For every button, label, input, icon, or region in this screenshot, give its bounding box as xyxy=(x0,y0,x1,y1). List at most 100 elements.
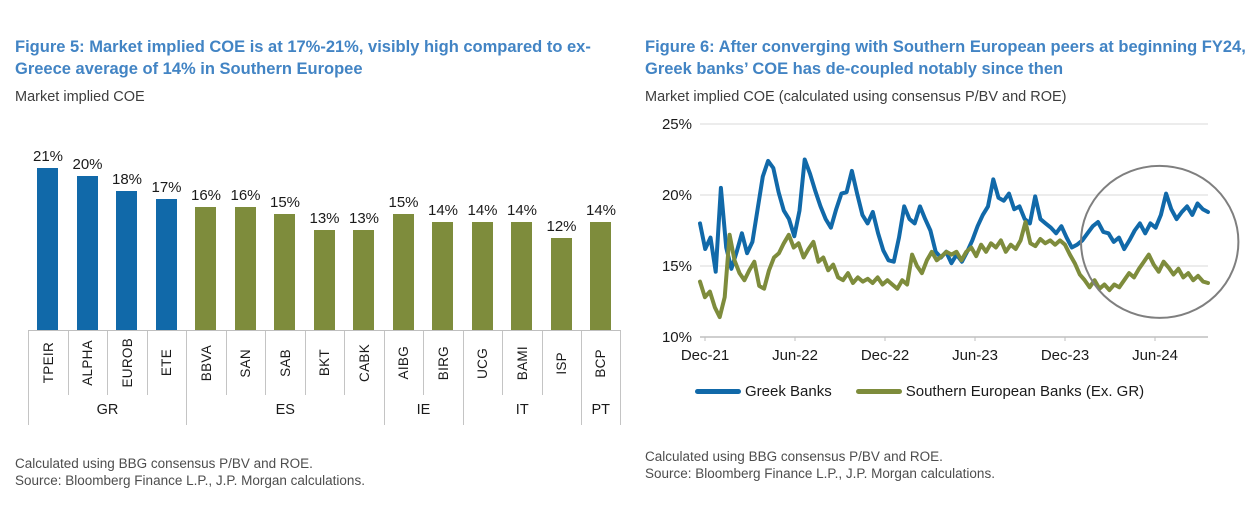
x-tick-label: Jun-23 xyxy=(952,347,998,364)
legend-item-southern-european-banks: Southern European Banks (Ex. GR) xyxy=(855,383,1145,400)
coe-bar-chart: 21% 20% 18% 17% 16% 16% 15% 13% 13% 15% 14% 14% 14% 1… xyxy=(28,140,621,425)
bar-eurob xyxy=(116,191,137,330)
category-label: ETE xyxy=(159,349,175,377)
category-label: BAMI xyxy=(514,345,530,381)
category-cell-alpha: ALPHA xyxy=(67,331,108,395)
bar-aibg xyxy=(392,214,414,330)
category-label: BKT xyxy=(317,349,333,377)
bar-column: 15% xyxy=(265,140,305,330)
bar-value-label: 18% xyxy=(111,171,143,188)
bar-sab xyxy=(274,214,295,330)
x-tick-label: Jun-22 xyxy=(772,347,818,364)
category-cell-cabk: CABK xyxy=(344,331,384,395)
bar-column: 12% xyxy=(542,140,582,330)
figure6-footnotes: Calculated using BBG consensus P/BV and … xyxy=(645,448,1251,482)
bar-tpeir xyxy=(37,168,58,330)
figure6-footnote-method: Calculated using BBG consensus P/BV and … xyxy=(645,449,943,464)
category-cell-birg: BIRG xyxy=(423,331,463,395)
category-label: EUROB xyxy=(119,338,135,388)
category-label: BIRG xyxy=(435,345,451,381)
figure5-subtitle: Market implied COE xyxy=(15,89,145,105)
figure5-footnotes: Calculated using BBG consensus P/BV and … xyxy=(15,455,621,489)
bar-value-label: 21% xyxy=(32,148,64,165)
category-label: CABK xyxy=(356,344,372,382)
category-cell-aibg: AIBG xyxy=(383,331,424,395)
category-label: SAB xyxy=(277,349,293,377)
legend-label-greek-banks: Greek Banks xyxy=(745,383,832,400)
category-label: ALPHA xyxy=(80,340,96,386)
category-cell-ete: ETE xyxy=(146,331,187,395)
figure5-footnote-method: Calculated using BBG consensus P/BV and … xyxy=(15,456,313,471)
bar-bbva xyxy=(195,207,216,330)
category-label: TPEIR xyxy=(40,342,56,384)
bar-value-label: 15% xyxy=(388,194,419,211)
group-label-ie: IE xyxy=(383,395,463,425)
bar-column: 20% xyxy=(68,140,108,330)
bar-value-label: 13% xyxy=(348,210,380,227)
bar-value-label: 14% xyxy=(585,202,617,219)
coe-line-chart: 10% 15% 20% 25% Dec-21 Jun-22 Dec-22 Jun-23 Dec-… xyxy=(662,119,1240,364)
bar-value-label: 15% xyxy=(269,194,301,211)
figure6-footnote-source: Source: Bloomberg Finance L.P., J.P. Mor… xyxy=(645,466,995,481)
category-cell-ucg: UCG xyxy=(462,331,503,395)
bar-value-label: 16% xyxy=(190,187,222,204)
figure6-panel: Figure 6: After converging with Southern… xyxy=(645,36,1251,489)
bar-column: 21% xyxy=(28,140,68,330)
bar-value-label: 12% xyxy=(546,218,577,235)
legend-label-southern-european-banks: Southern European Banks (Ex. GR) xyxy=(905,383,1145,400)
figure5-footnote-source: Source: Bloomberg Finance L.P., J.P. Mor… xyxy=(15,473,365,488)
category-label: UCG xyxy=(475,347,491,379)
bar-value-label: 14% xyxy=(427,202,459,219)
y-tick-label: 25% xyxy=(662,119,692,133)
x-tick-label: Dec-22 xyxy=(861,347,909,364)
southern-european-banks-line-swatch-icon xyxy=(855,389,902,394)
series-line-greek-banks xyxy=(698,157,1210,274)
category-label: BCP xyxy=(593,348,609,378)
category-cell-bcp: BCP xyxy=(581,331,621,395)
category-label: SAN xyxy=(238,348,254,378)
bar-value-label: 17% xyxy=(151,179,182,196)
bar-cabk xyxy=(353,230,374,330)
category-cell-sab: SAB xyxy=(265,331,305,395)
group-label-it: IT xyxy=(462,395,582,425)
bar-column: 14% xyxy=(463,140,503,330)
bar-alpha xyxy=(76,176,98,330)
bar-column: 16% xyxy=(186,140,226,330)
bar-value-label: 14% xyxy=(467,202,498,219)
y-tick-label: 15% xyxy=(662,258,692,275)
bar-column: 14% xyxy=(581,140,621,330)
category-cell-isp: ISP xyxy=(541,331,582,395)
bar-value-label: 14% xyxy=(506,202,538,219)
category-label: ISP xyxy=(554,351,570,375)
bar-birg xyxy=(432,222,453,330)
bar-column: 17% xyxy=(147,140,187,330)
greek-banks-line-swatch-icon xyxy=(695,389,741,394)
group-label-gr: GR xyxy=(28,395,186,425)
y-tick-label: 10% xyxy=(662,329,692,346)
bar-column: 15% xyxy=(384,140,424,330)
category-cell-tpeir: TPEIR xyxy=(28,331,68,395)
bar-isp xyxy=(550,238,572,330)
report-figures-row: Figure 5: Market implied COE is at 17%-2… xyxy=(15,36,1251,489)
series-line-southern-european-banks xyxy=(698,220,1210,320)
bar-column: 14% xyxy=(502,140,542,330)
bar-chart-plot-area: 21% 20% 18% 17% 16% 16% 15% 13% 13% 15% 14% 14% 14% 1… xyxy=(28,140,621,330)
category-cell-eurob: EUROB xyxy=(107,331,147,395)
decoupling-highlight-circle xyxy=(1080,164,1240,319)
figure5-title: Figure 5: Market implied COE is at 17%-2… xyxy=(15,38,591,78)
x-tick-label: Dec-21 xyxy=(681,347,729,364)
bar-column: 13% xyxy=(305,140,345,330)
category-cell-bami: BAMI xyxy=(502,331,542,395)
category-cell-bbva: BBVA xyxy=(186,331,226,395)
figure6-title: Figure 6: After converging with Southern… xyxy=(645,38,1246,78)
x-tick-label: Dec-23 xyxy=(1041,347,1089,364)
y-tick-label: 20% xyxy=(662,187,692,204)
bar-bami xyxy=(511,222,532,330)
bar-chart-group-axis: GR ES IE IT PT xyxy=(28,395,621,425)
category-label: AIBG xyxy=(396,346,412,380)
category-cell-bkt: BKT xyxy=(304,331,345,395)
bar-chart-category-axis: TPEIR ALPHA EUROB ETE BBVA SAN SAB BKT CABK AIBG B… xyxy=(28,330,621,395)
group-label-es: ES xyxy=(186,395,384,425)
figure6-subtitle: Market implied COE (calculated using con… xyxy=(645,89,1067,105)
category-label: BBVA xyxy=(198,344,214,382)
